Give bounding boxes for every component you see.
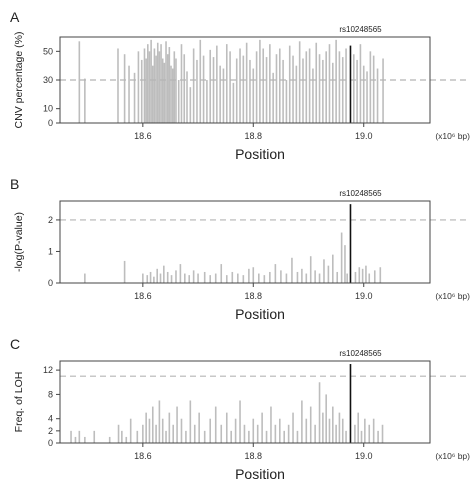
x-tick-label: 18.6 <box>134 291 152 301</box>
loh-bars <box>70 382 384 443</box>
x-tick-label: 18.6 <box>134 131 152 141</box>
highlight-snp-label: rs10248565 <box>339 349 382 358</box>
plot-frame <box>59 200 431 284</box>
x-axis-ticks: 18.6 18.8 19.0 <box>134 283 372 301</box>
y-tick-label: 2 <box>48 215 53 225</box>
x-tick-label: 19.0 <box>355 131 373 141</box>
x-tick-label: 19.0 <box>355 451 373 461</box>
x-tick-label: 18.8 <box>245 131 263 141</box>
y-tick-label: 0 <box>48 438 53 448</box>
y-tick-label: 0 <box>48 278 53 288</box>
x-axis-ticks: 18.6 18.8 19.0 <box>134 123 372 141</box>
x-tick-label: 18.8 <box>245 291 263 301</box>
y-tick-label: 8 <box>48 389 53 399</box>
cnv-bars <box>78 39 384 123</box>
panel-letter-c: C <box>10 336 20 352</box>
y-axis-ticks: 0 10 30 50 <box>43 46 60 128</box>
panel-c: C rs10248565 0 2 4 8 12 18.6 18.8 19.0 (x10⁶ b… <box>10 336 470 482</box>
x-tick-label: 18.6 <box>134 451 152 461</box>
x-axis-label: Position <box>235 146 285 162</box>
panel-a: A rs10248565 0 10 30 50 18.6 18.8 19.0 (x10⁶ … <box>10 9 470 162</box>
plot-frame <box>59 360 431 444</box>
x-tick-label: 18.8 <box>245 451 263 461</box>
y-axis-label: Freq. of LOH <box>13 372 25 433</box>
x-axis-label: Position <box>235 306 285 322</box>
x-axis-unit: (x10⁶ bp) <box>435 291 470 301</box>
y-tick-label: 0 <box>48 118 53 128</box>
y-tick-label: 30 <box>43 75 53 85</box>
y-tick-label: 4 <box>48 414 53 424</box>
x-axis-unit: (x10⁶ bp) <box>435 451 470 461</box>
y-axis-ticks: 0 1 2 <box>48 215 60 288</box>
x-axis-ticks: 18.6 18.8 19.0 <box>134 443 372 461</box>
y-tick-label: 12 <box>43 365 53 375</box>
y-axis-ticks: 0 2 4 8 12 <box>43 365 60 448</box>
highlight-snp-label: rs10248565 <box>339 25 382 34</box>
y-tick-label: 1 <box>48 246 53 256</box>
y-axis-label: CNV percentage (%) <box>13 32 25 129</box>
highlight-snp-label: rs10248565 <box>339 189 382 198</box>
y-tick-label: 50 <box>43 46 53 56</box>
panel-b: B rs10248565 012 18.6 18.8 19.0 (x10⁶ bp) … <box>10 176 470 322</box>
y-axis-label: -log(P-value) <box>13 212 25 272</box>
y-tick-label: 10 <box>43 104 53 114</box>
x-axis-label: Position <box>235 466 285 482</box>
panel-letter-b: B <box>10 176 19 192</box>
x-tick-label: 19.0 <box>355 291 373 301</box>
y-tick-label: 2 <box>48 426 53 436</box>
panel-letter-a: A <box>10 9 20 25</box>
pvalue-bars <box>84 232 382 283</box>
x-axis-unit: (x10⁶ bp) <box>435 131 470 141</box>
